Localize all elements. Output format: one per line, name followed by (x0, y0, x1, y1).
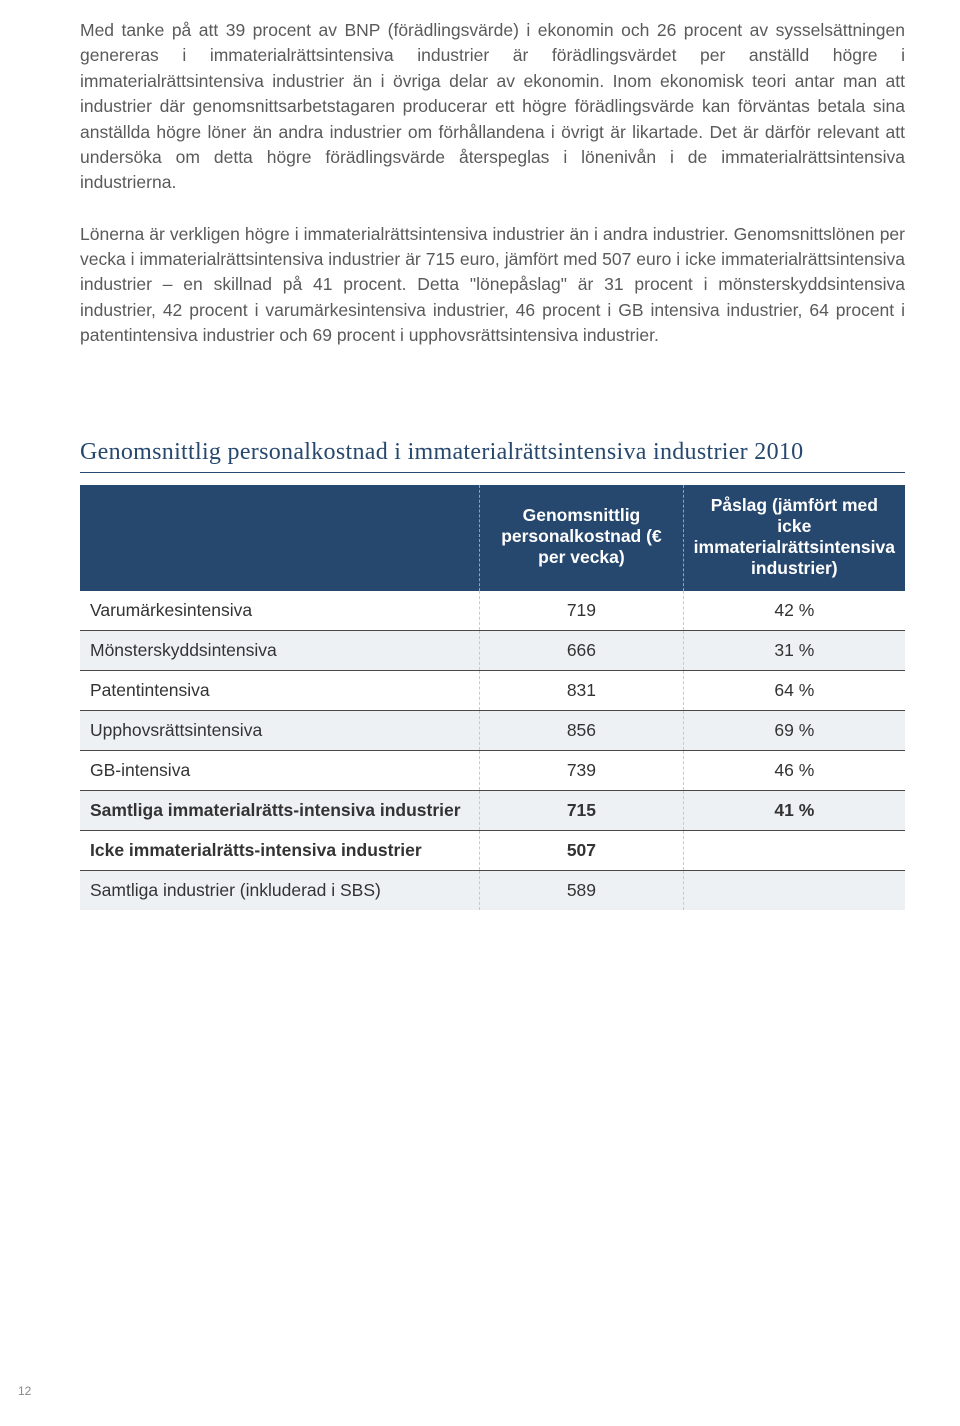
table-cell-label: Varumärkesintensiva (80, 591, 480, 631)
table-cell-label: Samtliga immaterialrätts-intensiva indus… (80, 790, 480, 830)
table-header-cost: Genomsnittlig personalkostnad (€ per vec… (480, 485, 683, 591)
table-cell-value: 715 (480, 790, 683, 830)
cost-table: Genomsnittlig personalkostnad (€ per vec… (80, 485, 905, 910)
table-cell-value: 739 (480, 750, 683, 790)
table-cell-label: Patentintensiva (80, 670, 480, 710)
table-cell-label: Icke immaterialrätts-intensiva industrie… (80, 830, 480, 870)
table-cell-value: 831 (480, 670, 683, 710)
table-cell-label: GB-intensiva (80, 750, 480, 790)
table-cell-label: Upphovsrättsintensiva (80, 710, 480, 750)
table-row: Patentintensiva83164 % (80, 670, 905, 710)
table-cell-premium: 42 % (683, 591, 905, 631)
table-row: Icke immaterialrätts-intensiva industrie… (80, 830, 905, 870)
table-header-blank (80, 485, 480, 591)
table-cell-premium: 64 % (683, 670, 905, 710)
table-cell-label: Samtliga industrier (inkluderad i SBS) (80, 870, 480, 910)
table-cell-premium: 69 % (683, 710, 905, 750)
table-row: Varumärkesintensiva71942 % (80, 591, 905, 631)
page-number: 12 (18, 1384, 31, 1398)
table-cell-premium: 41 % (683, 790, 905, 830)
table-header-row: Genomsnittlig personalkostnad (€ per vec… (80, 485, 905, 591)
table-cell-value: 856 (480, 710, 683, 750)
table-cell-premium (683, 870, 905, 910)
section-title: Genomsnittlig personalkostnad i immateri… (80, 439, 905, 473)
table-row: Mönsterskyddsintensiva66631 % (80, 630, 905, 670)
table-cell-premium (683, 830, 905, 870)
table-cell-label: Mönsterskyddsintensiva (80, 630, 480, 670)
table-header-premium: Påslag (jämfört med icke immaterialrätts… (683, 485, 905, 591)
table-row: Upphovsrättsintensiva85669 % (80, 710, 905, 750)
body-paragraph-1: Med tanke på att 39 procent av BNP (förä… (80, 18, 905, 196)
table-row: GB-intensiva73946 % (80, 750, 905, 790)
table-row: Samtliga immaterialrätts-intensiva indus… (80, 790, 905, 830)
table-cell-value: 507 (480, 830, 683, 870)
table-row: Samtliga industrier (inkluderad i SBS)58… (80, 870, 905, 910)
table-cell-value: 589 (480, 870, 683, 910)
table-cell-value: 719 (480, 591, 683, 631)
document-page: Med tanke på att 39 procent av BNP (förä… (0, 0, 960, 1426)
table-cell-value: 666 (480, 630, 683, 670)
table-body: Varumärkesintensiva71942 %Mönsterskyddsi… (80, 591, 905, 910)
table-cell-premium: 46 % (683, 750, 905, 790)
table-cell-premium: 31 % (683, 630, 905, 670)
body-paragraph-2: Lönerna är verkligen högre i immaterialr… (80, 222, 905, 349)
